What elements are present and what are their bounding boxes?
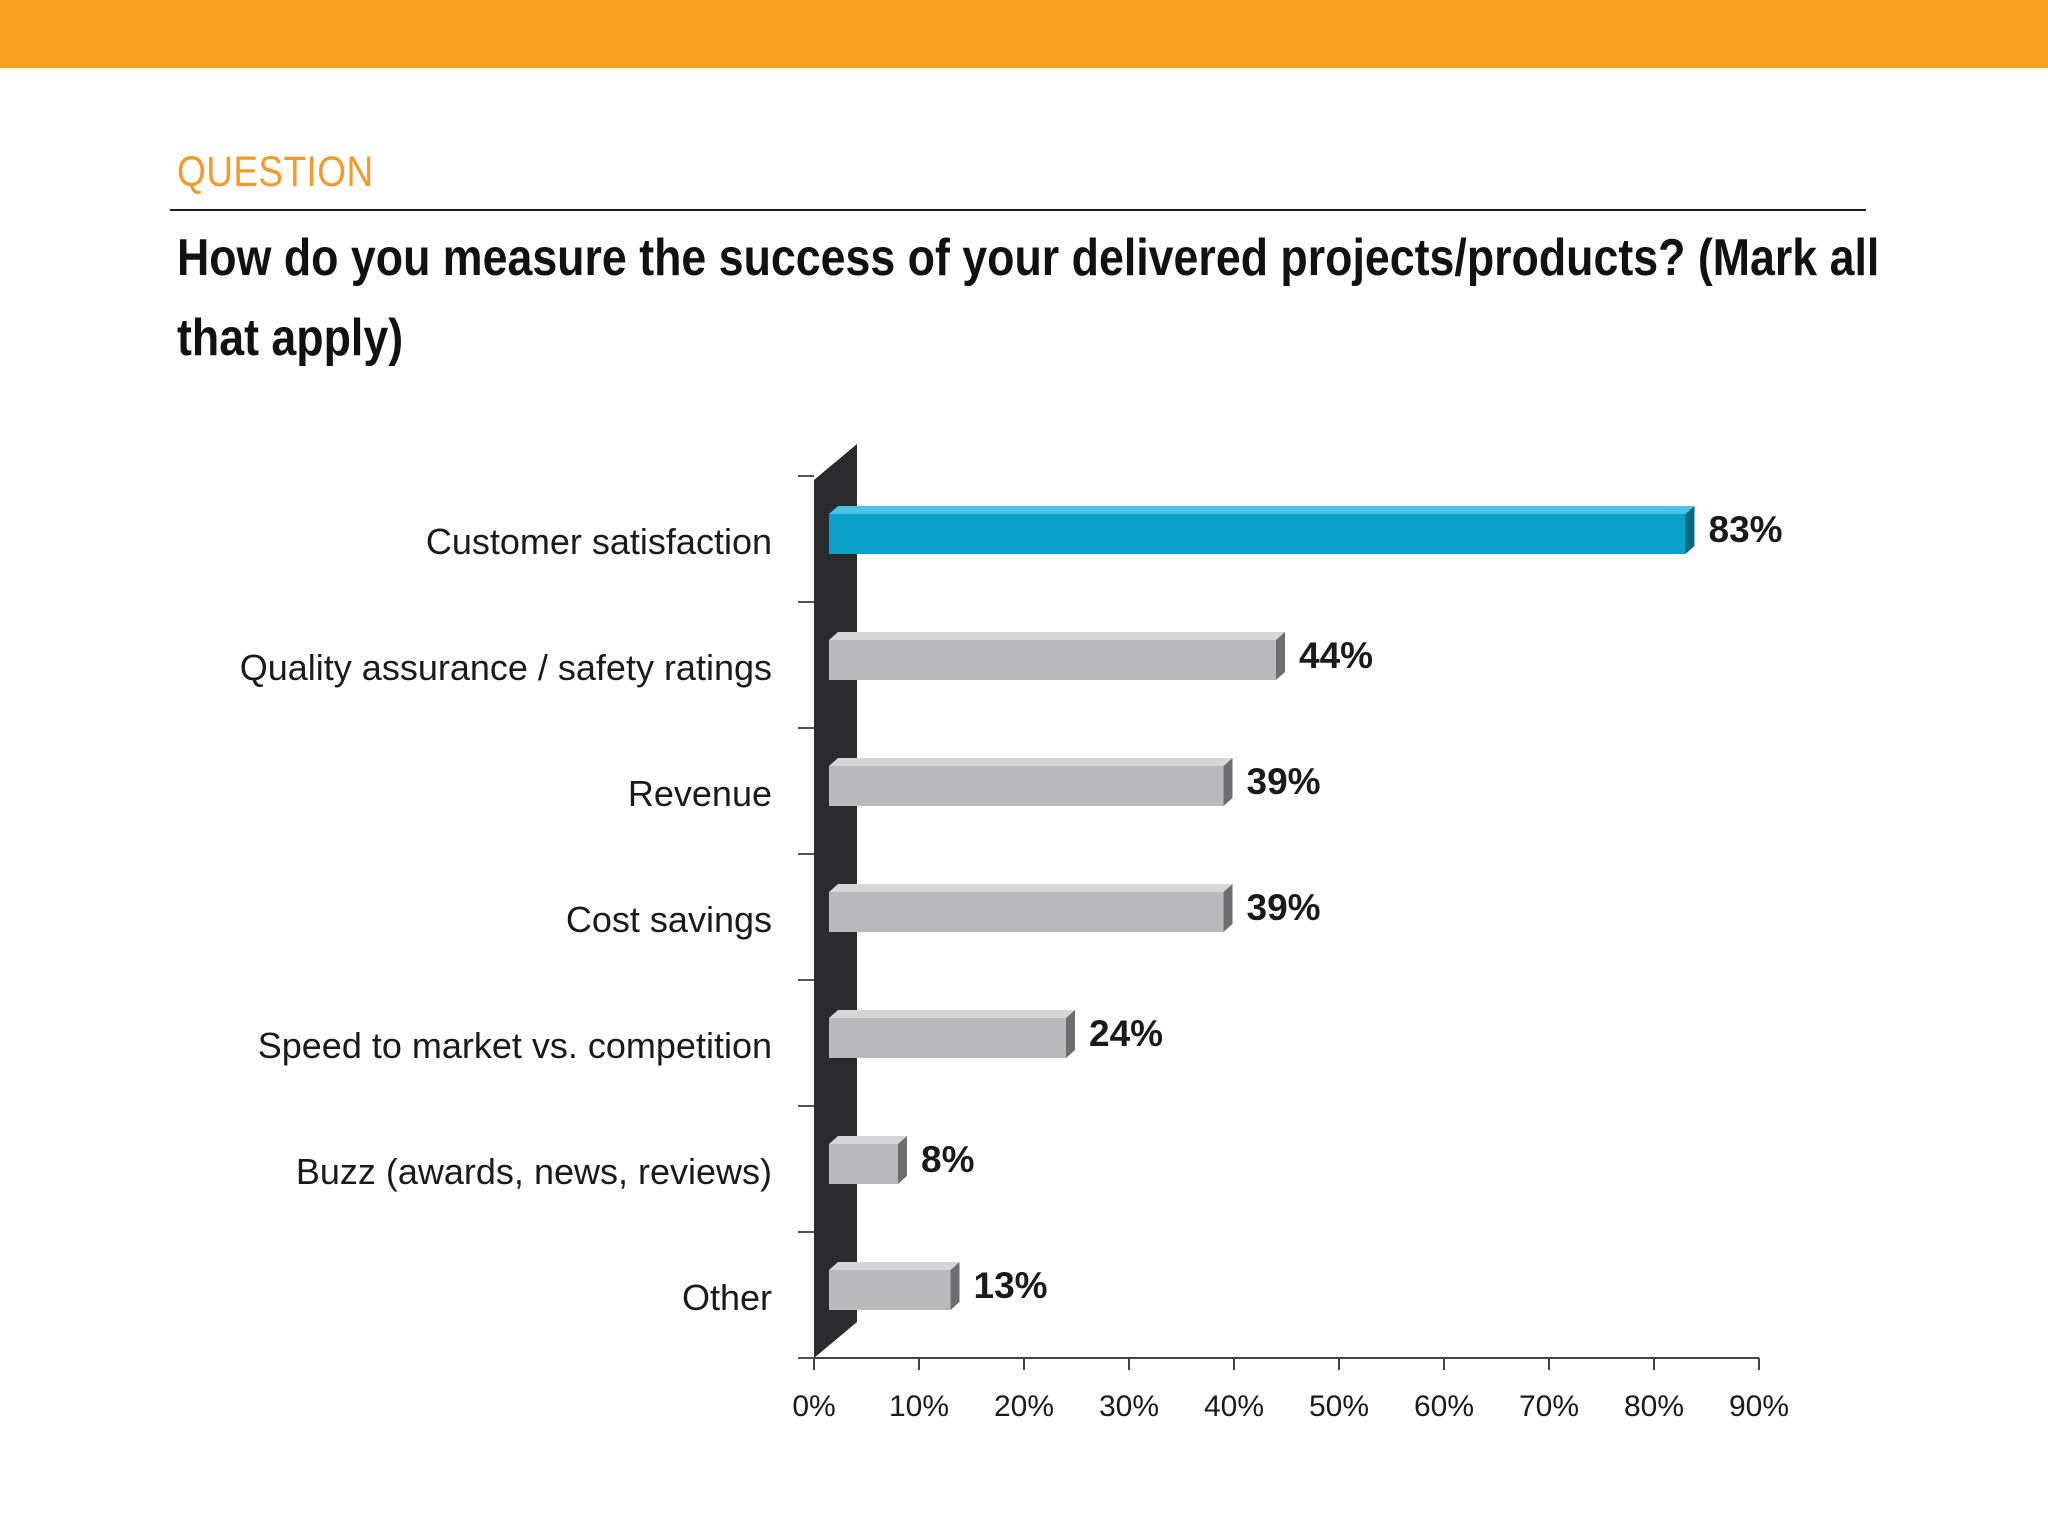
top-accent-band: [0, 0, 2048, 68]
category-label: Customer satisfaction: [426, 521, 772, 562]
bar: [829, 640, 1276, 680]
x-tick-label: 60%: [1414, 1390, 1474, 1423]
value-label: 44%: [1299, 635, 1373, 676]
bar-side: [1066, 1010, 1075, 1058]
question-title: How do you measure the success of your d…: [177, 229, 1880, 367]
bar-top: [829, 1136, 907, 1144]
x-tick-label: 70%: [1519, 1390, 1579, 1423]
bar-side: [898, 1136, 907, 1184]
bar-top: [829, 758, 1233, 766]
x-tick-label: 50%: [1309, 1390, 1369, 1423]
bar: [829, 766, 1224, 806]
category-label: Other: [682, 1277, 772, 1318]
bar: [829, 892, 1224, 932]
bar-side: [1276, 632, 1285, 680]
x-tick-label: 90%: [1729, 1390, 1789, 1423]
value-label: 8%: [921, 1139, 974, 1180]
category-label: Cost savings: [566, 899, 772, 940]
x-tick-label: 10%: [889, 1390, 949, 1423]
bar-highlight: [829, 514, 1686, 554]
category-label: Buzz (awards, news, reviews): [296, 1151, 772, 1192]
bar-side: [1223, 758, 1233, 806]
bar-top: [829, 632, 1285, 640]
category-label: Revenue: [628, 773, 772, 814]
value-label: 39%: [1247, 761, 1321, 802]
value-label: 83%: [1709, 509, 1783, 550]
value-label: 13%: [974, 1265, 1048, 1306]
x-tick-label: 80%: [1624, 1390, 1684, 1423]
bar-side: [1223, 884, 1233, 932]
category-label: Speed to market vs. competition: [258, 1025, 772, 1066]
x-tick-label: 0%: [792, 1390, 835, 1423]
x-tick-label: 40%: [1204, 1390, 1264, 1423]
value-label: 24%: [1089, 1013, 1163, 1054]
bar-side: [1685, 506, 1695, 554]
category-label: Quality assurance / safety ratings: [240, 647, 772, 688]
bar: [829, 1144, 898, 1184]
x-tick-label: 30%: [1099, 1390, 1159, 1423]
question-eyebrow: QUESTION: [177, 148, 374, 196]
bar-top: [829, 1262, 960, 1270]
bar-top: [829, 506, 1695, 514]
bar: [829, 1270, 951, 1310]
x-tick-label: 20%: [994, 1390, 1054, 1423]
value-label: 39%: [1247, 887, 1321, 928]
bar-top: [829, 1010, 1075, 1018]
bar: [829, 1018, 1066, 1058]
title-rule: [170, 209, 1866, 211]
bar-side: [950, 1262, 960, 1310]
bar-top: [829, 884, 1233, 892]
